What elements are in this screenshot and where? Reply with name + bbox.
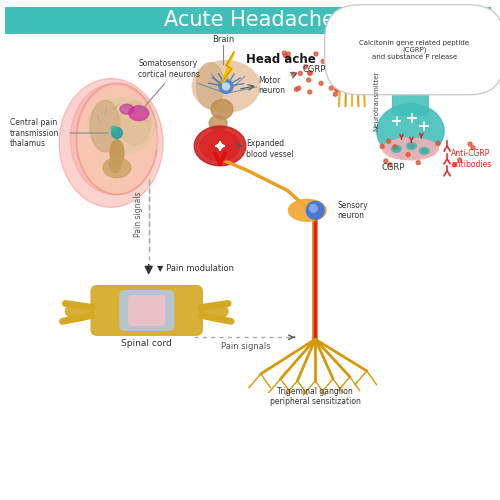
Circle shape [334,92,338,96]
Circle shape [308,71,312,75]
Text: CGRP: CGRP [302,64,326,74]
Polygon shape [221,52,234,84]
Ellipse shape [192,60,260,112]
Circle shape [384,159,388,163]
Text: Pain signals: Pain signals [221,342,270,351]
FancyBboxPatch shape [129,296,164,326]
Circle shape [334,63,338,66]
Text: Motor
neuron: Motor neuron [258,76,285,95]
Ellipse shape [211,100,233,119]
FancyBboxPatch shape [396,52,426,90]
Circle shape [308,71,312,75]
Ellipse shape [394,147,400,151]
Circle shape [292,72,296,76]
Circle shape [380,144,384,148]
Text: Head ache: Head ache [246,53,316,66]
Ellipse shape [110,140,124,166]
Ellipse shape [196,62,224,108]
Text: Spinal cord: Spinal cord [122,339,172,348]
Ellipse shape [382,138,438,160]
Text: Anti-CGRP
antibodies: Anti-CGRP antibodies [451,149,492,169]
Ellipse shape [408,144,414,148]
Circle shape [468,142,472,146]
Ellipse shape [376,104,444,158]
Ellipse shape [194,126,246,166]
Ellipse shape [209,116,227,130]
Circle shape [319,82,323,86]
Circle shape [452,163,456,167]
Text: Trigeminal ganglion
peripheral sensitization: Trigeminal ganglion peripheral sensitiza… [270,387,360,406]
Ellipse shape [119,102,150,145]
Text: Pain signals: Pain signals [134,192,142,237]
FancyBboxPatch shape [91,286,202,336]
Circle shape [222,83,230,90]
Circle shape [393,145,397,149]
Circle shape [330,86,334,90]
Ellipse shape [392,146,402,152]
Text: Expanded
blood vessel: Expanded blood vessel [246,139,294,158]
Ellipse shape [120,104,134,114]
Ellipse shape [200,131,240,161]
Circle shape [335,88,339,92]
Text: Acute Headache: Acute Headache [164,10,335,30]
Circle shape [334,87,338,90]
Text: Neurotransmitter: Neurotransmitter [374,71,380,132]
Ellipse shape [103,158,131,178]
FancyBboxPatch shape [120,290,174,331]
Circle shape [298,72,302,76]
Circle shape [219,80,233,94]
Circle shape [297,86,300,90]
Ellipse shape [109,157,121,172]
Ellipse shape [59,78,163,208]
Text: Calcitonin gene related peptide
(CGRP)
and substance P release: Calcitonin gene related peptide (CGRP) a… [360,40,470,60]
Text: Central pain
transmission
thalamus: Central pain transmission thalamus [10,118,59,148]
Text: Somatosensory
cortical neurons: Somatosensory cortical neurons [138,59,200,78]
Circle shape [314,52,318,56]
Ellipse shape [129,106,148,120]
FancyBboxPatch shape [392,52,428,115]
Text: Brain: Brain [212,35,234,44]
Circle shape [346,68,350,71]
Circle shape [284,54,288,58]
Circle shape [111,126,117,132]
Circle shape [471,146,475,150]
Circle shape [342,74,345,78]
Circle shape [366,58,370,62]
Circle shape [294,88,298,92]
Ellipse shape [66,304,93,320]
Circle shape [306,78,310,82]
Bar [5,7,490,34]
Circle shape [306,202,324,220]
Circle shape [458,158,462,162]
Circle shape [112,128,122,138]
Ellipse shape [200,304,228,320]
Text: CGRP: CGRP [382,163,405,172]
Ellipse shape [90,100,120,152]
Circle shape [416,160,420,164]
Circle shape [308,90,312,94]
Circle shape [310,204,317,212]
Ellipse shape [78,88,156,194]
Circle shape [304,65,308,69]
Polygon shape [222,52,235,84]
Text: Sensory
neuron: Sensory neuron [337,200,368,220]
Circle shape [286,52,290,56]
Circle shape [355,85,359,89]
Ellipse shape [288,200,326,222]
Ellipse shape [70,84,158,194]
Ellipse shape [422,149,428,153]
Circle shape [282,51,286,55]
Circle shape [436,142,440,146]
Ellipse shape [406,142,416,150]
Circle shape [406,152,410,156]
Circle shape [386,140,390,143]
Circle shape [321,60,325,64]
Ellipse shape [87,98,154,155]
Ellipse shape [420,148,429,154]
Circle shape [388,163,392,167]
Text: ▼ Pain modulation: ▼ Pain modulation [156,264,234,272]
Circle shape [286,56,290,60]
